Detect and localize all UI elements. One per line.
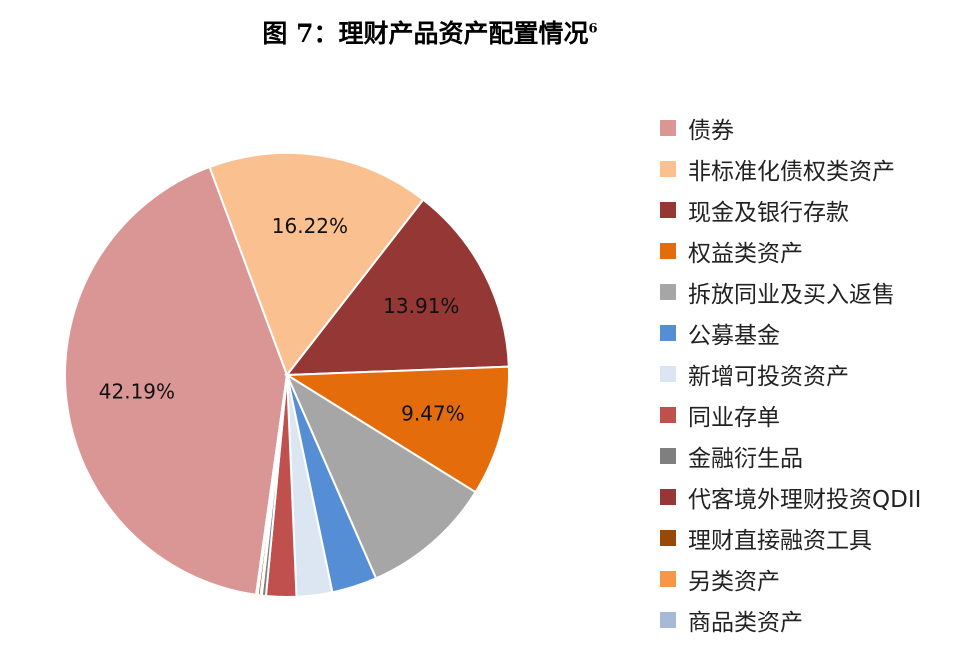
legend-swatch-icon: [660, 447, 676, 464]
pie-slice-label-1: 16.22%: [272, 214, 348, 238]
legend-swatch-icon: [660, 529, 676, 546]
legend-swatch-icon: [660, 406, 676, 423]
legend-item: 公募基金: [660, 312, 965, 353]
pie-slice-label-3: 9.47%: [401, 402, 465, 426]
legend-swatch-icon: [660, 283, 676, 300]
legend-item: 权益类资产: [660, 230, 965, 271]
legend-label: 权益类资产: [688, 240, 803, 267]
legend-label: 现金及银行存款: [688, 199, 849, 226]
legend-label: 拆放同业及买入返售: [688, 281, 895, 308]
legend-swatch-icon: [660, 365, 676, 382]
legend-label: 公募基金: [688, 322, 780, 349]
legend-swatch-icon: [660, 160, 676, 177]
legend-item: 非标准化债权类资产: [660, 148, 965, 189]
legend-swatch-icon: [660, 570, 676, 587]
legend: 债券非标准化债权类资产 现金及银行存款 权益类资产拆放同业及买入返售 公募基金新增可投…: [660, 107, 965, 640]
pie-slice-0: [64, 165, 289, 596]
legend-label: 非标准化债权类资产: [688, 158, 895, 185]
legend-item: 同业存单: [660, 394, 965, 435]
legend-item: 金融衍生品: [660, 435, 965, 476]
legend-item: 代客境外理财投资QDII: [660, 476, 965, 517]
pie-slice-1: [208, 152, 425, 378]
legend-item: 拆放同业及买入返售: [660, 271, 965, 312]
legend-label: 代客境外理财投资QDII: [688, 486, 922, 513]
legend-label: 理财直接融资工具: [688, 527, 872, 554]
chart-title-footnote: 6: [588, 21, 598, 37]
legend-label: 商品类资产: [688, 609, 803, 636]
pie-slice-2: [284, 198, 510, 377]
legend-swatch-icon: [660, 119, 676, 136]
legend-item: 商品类资产: [660, 599, 965, 640]
legend-label: 新增可投资资产: [688, 363, 849, 390]
legend-label: 金融衍生品: [688, 445, 803, 472]
pie-slice-4: [284, 372, 477, 580]
legend-label: 债券: [688, 117, 734, 144]
legend-item: 债券: [660, 107, 965, 148]
legend-swatch-icon: [660, 201, 676, 218]
legend-label: 同业存单: [688, 404, 780, 431]
legend-swatch-icon: [660, 242, 676, 259]
legend-swatch-icon: [660, 611, 676, 628]
legend-item: 另类资产: [660, 558, 965, 599]
pie-slice-3: [283, 365, 510, 494]
legend-swatch-icon: [660, 488, 676, 505]
legend-item: 理财直接融资工具: [660, 517, 965, 558]
pie-slice-12: [254, 374, 288, 596]
legend-label: 另类资产: [688, 568, 780, 595]
chart-title: 图 7：理财产品资产配置情况6: [0, 14, 860, 50]
pie-slice-label-0: 42.19%: [99, 379, 175, 403]
legend-swatch-icon: [660, 324, 676, 341]
legend-item: 新增可投资资产: [660, 353, 965, 394]
chart-title-text: 图 7：理财产品资产配置情况: [262, 19, 589, 48]
legend-item: 现金及银行存款: [660, 189, 965, 230]
pie-chart: 42.19% 16.22% 13.91% 9.47%: [64, 152, 510, 598]
pie-slice-label-2: 13.91%: [383, 294, 459, 318]
